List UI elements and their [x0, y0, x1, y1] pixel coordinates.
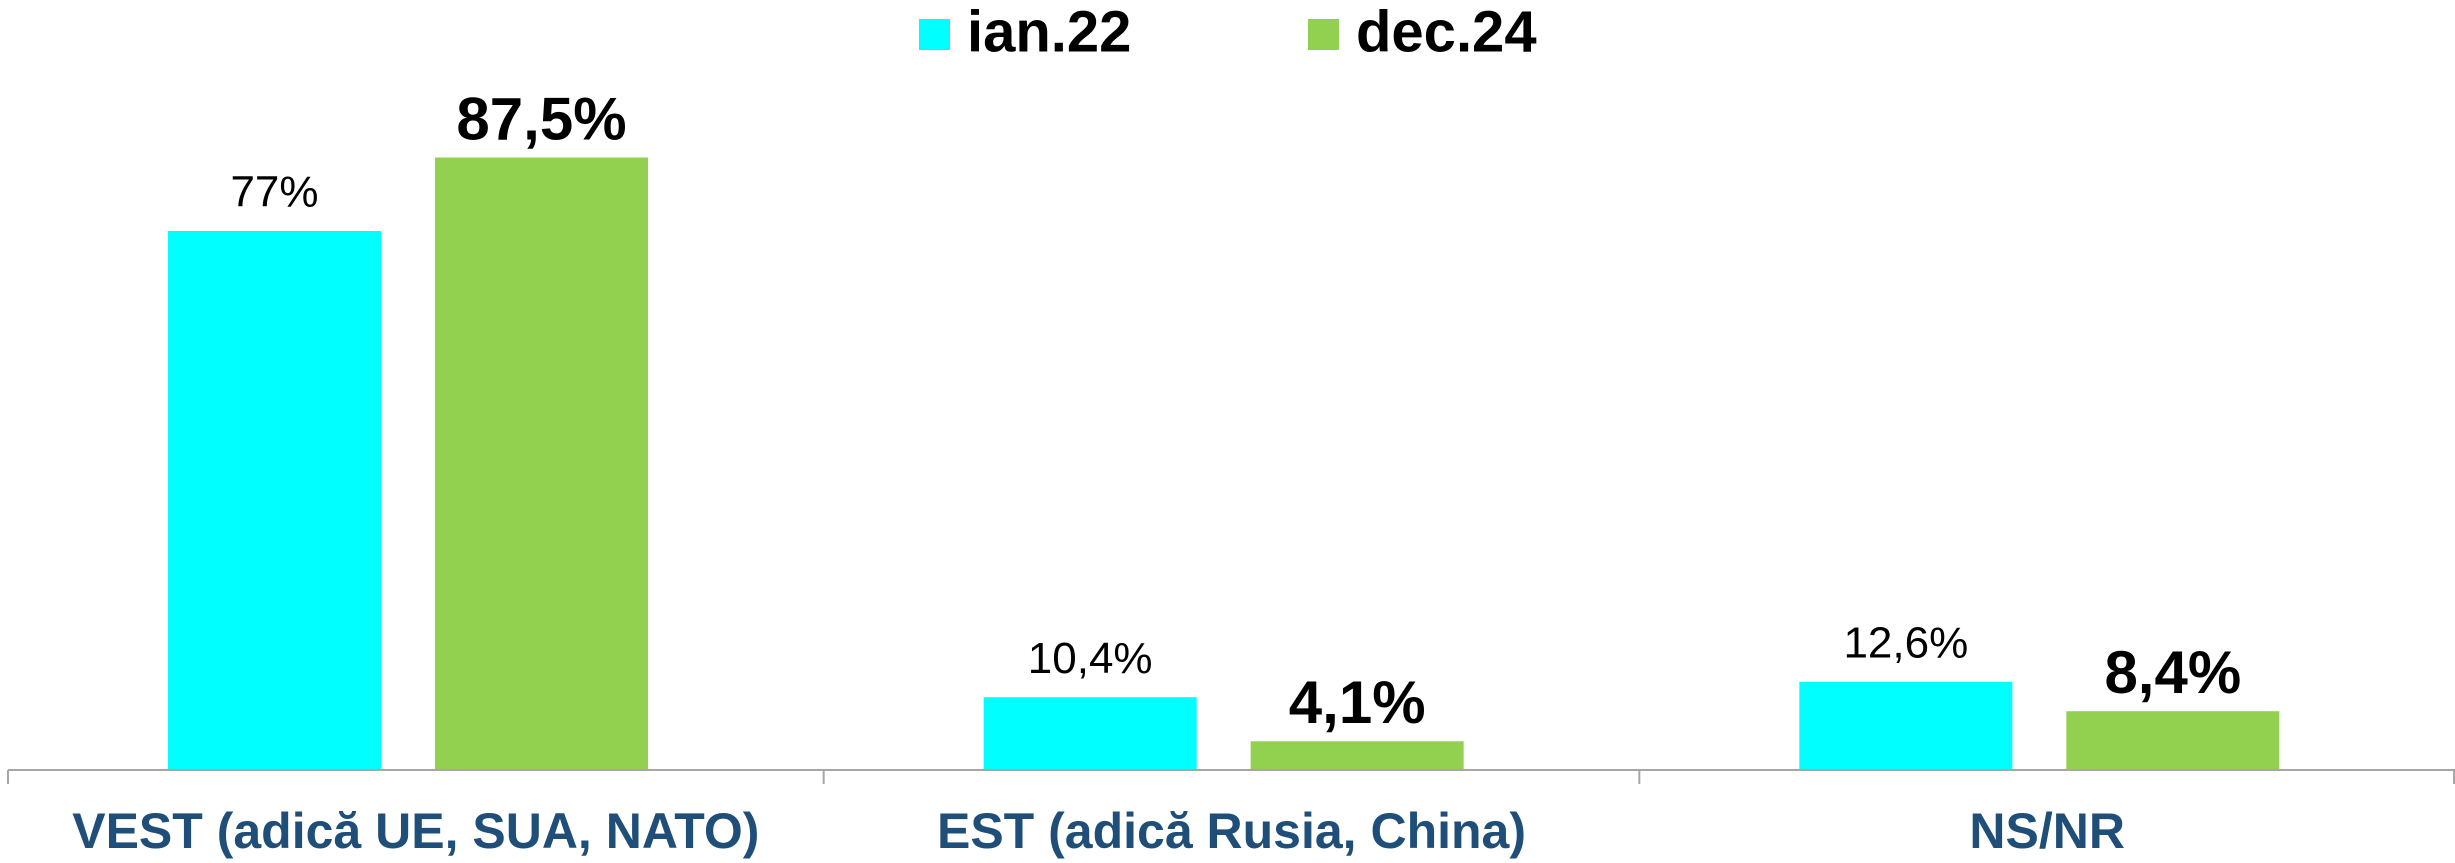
value-label: 87,5% — [456, 85, 626, 152]
value-label: 12,6% — [1843, 618, 1968, 667]
value-label: 4,1% — [1289, 669, 1426, 736]
bar — [1250, 741, 1464, 770]
bar — [2066, 711, 2280, 770]
bar — [1799, 681, 2013, 770]
bar — [983, 697, 1197, 770]
value-label: 10,4% — [1028, 634, 1153, 683]
value-label: 77% — [230, 168, 318, 217]
legend-label: dec.24 — [1356, 0, 1537, 64]
legend-swatch — [1308, 19, 1339, 50]
legend-swatch — [919, 19, 950, 50]
bar — [435, 157, 648, 771]
value-label: 8,4% — [2104, 639, 2241, 706]
bar — [168, 230, 381, 770]
x-tick-label: VEST (adică UE, SUA, NATO) — [72, 803, 759, 859]
x-tick-label: NS/NR — [1969, 803, 2125, 859]
legend-label: ian.22 — [967, 0, 1131, 64]
x-tick-label: EST (adică Rusia, China) — [937, 803, 1526, 859]
